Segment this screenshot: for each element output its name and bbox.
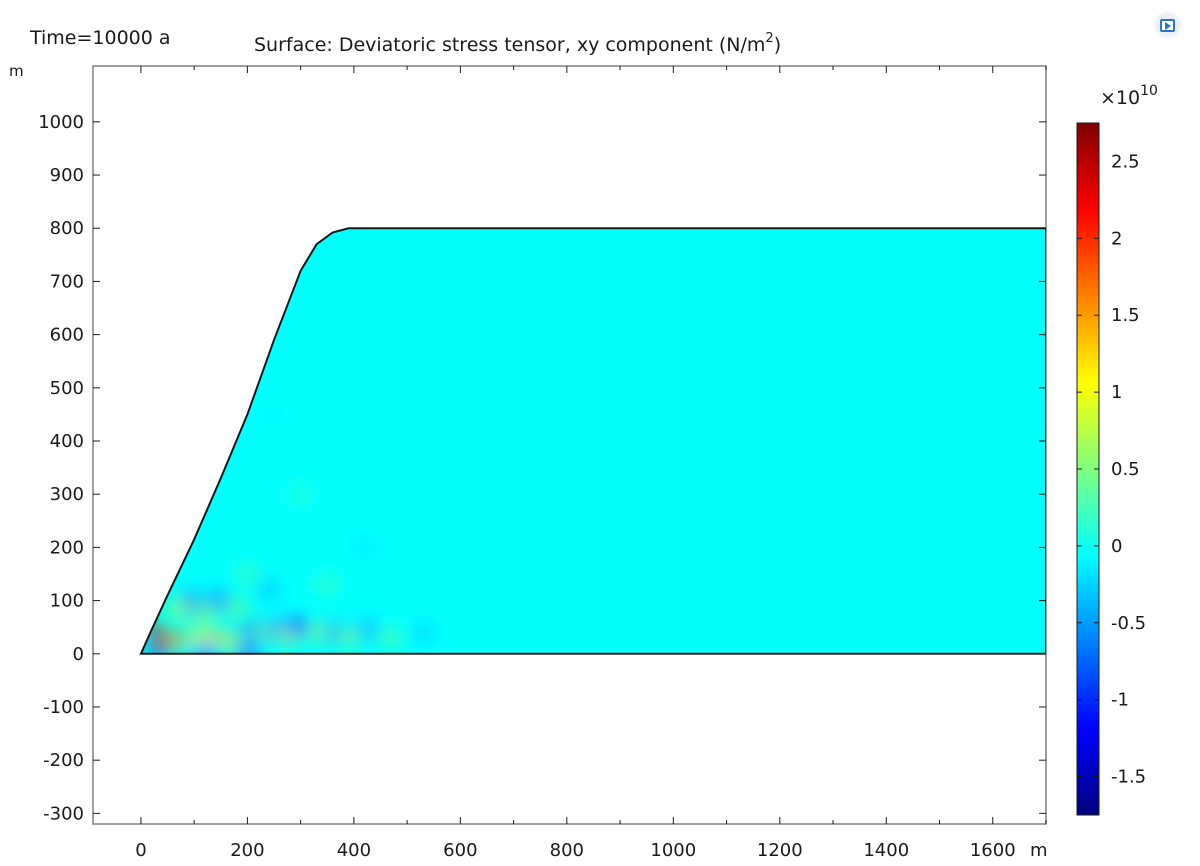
colorbar-tick-label: 0.5 <box>1111 459 1140 480</box>
stress-field-blob <box>316 575 338 594</box>
stress-field-blob <box>236 642 258 654</box>
plot-title-superscript: 2 <box>765 31 773 46</box>
x-axis-unit: m <box>1030 840 1048 861</box>
plot-title: Surface: Deviatoric stress tensor, xy co… <box>254 31 781 56</box>
x-tick-label: 1400 <box>863 840 909 861</box>
stress-field-blob <box>194 642 216 654</box>
stress-field-blob <box>353 538 376 557</box>
plot-title-main: Surface: Deviatoric stress tensor, xy co… <box>254 34 765 56</box>
stress-field <box>146 405 434 654</box>
stress-field-blob <box>170 633 187 648</box>
y-tick-label: 600 <box>50 325 84 346</box>
colorbar-axis: -1.5 -1 -0.5 0 0.5 1 1.5 2 2.5 <box>1077 151 1146 788</box>
colorbar-tick-label: 2.5 <box>1111 151 1140 172</box>
plot-title-suffix: ) <box>774 34 781 56</box>
stress-field-blob <box>242 623 259 637</box>
colorbar-tick-label: -1 <box>1111 690 1129 711</box>
export-image-button[interactable] <box>1153 12 1183 40</box>
stress-field-blob <box>263 405 285 424</box>
x-tick-label: 400 <box>337 840 371 861</box>
y-axis: -300 -200 -100 0 100 200 300 400 500 600 700 800 900… <box>38 112 1046 824</box>
stress-field-blob <box>148 644 165 654</box>
y-tick-label: 400 <box>50 431 84 452</box>
colorbar-tick-label: 1.5 <box>1111 305 1140 326</box>
colorbar-tick-label: 2 <box>1111 228 1122 249</box>
x-tick-label: 200 <box>230 840 264 861</box>
stress-field-blob <box>337 628 360 647</box>
x-tick-label: 1200 <box>757 840 803 861</box>
x-axis: 0 200 400 600 800 1000 1200 1400 1600 <box>135 66 1047 861</box>
x-tick-label: 1600 <box>970 840 1016 861</box>
y-tick-label: 300 <box>50 484 84 505</box>
x-tick-label: 600 <box>443 840 477 861</box>
y-tick-label: 700 <box>50 271 84 292</box>
stress-field-blob <box>167 599 189 618</box>
y-tick-label: 100 <box>50 591 84 612</box>
y-tick-label: 800 <box>50 218 84 239</box>
stress-field-blob <box>258 580 280 600</box>
colorbar-multiplier-base: ×10 <box>1100 87 1140 109</box>
stress-field-blob <box>290 485 312 504</box>
stress-field-blob <box>380 628 402 647</box>
stress-field-blob <box>308 623 330 642</box>
stress-field-blob <box>412 623 434 642</box>
stress-field-blob <box>207 591 229 610</box>
colorbar-tick-label: 1 <box>1111 382 1122 403</box>
stress-field-blob <box>194 604 216 623</box>
export-image-icon <box>1160 19 1175 32</box>
stress-field-blob <box>156 633 173 648</box>
stress-surface <box>139 227 1046 655</box>
y-tick-label: 500 <box>50 378 84 399</box>
surface-background <box>140 228 1046 654</box>
y-tick-label: 900 <box>50 165 84 186</box>
colorbar-tick-label: -0.5 <box>1111 613 1146 634</box>
x-tick-label: 800 <box>550 840 584 861</box>
colorbar-tick-label: 0 <box>1111 536 1122 557</box>
domain-boundary <box>139 227 1046 655</box>
stress-field-blob <box>226 599 248 618</box>
stress-field-blob <box>287 618 309 637</box>
y-tick-label: -100 <box>43 697 84 718</box>
colorbar-tick-label: -1.5 <box>1111 767 1146 788</box>
y-tick-label: -300 <box>43 803 84 824</box>
colorbar-multiplier: ×1010 <box>1100 83 1158 109</box>
stress-field-blob <box>236 564 258 584</box>
colorbar-multiplier-exp: 10 <box>1140 83 1158 99</box>
stress-field-blob <box>356 620 378 639</box>
y-axis-unit: m <box>9 62 24 80</box>
y-tick-label: -200 <box>43 750 84 771</box>
y-tick-label: 0 <box>73 644 84 665</box>
x-tick-label: 1000 <box>650 840 696 861</box>
time-label: Time=10000 a <box>29 27 171 49</box>
x-tick-label: 0 <box>135 840 146 861</box>
stress-field-blob <box>210 631 227 645</box>
y-tick-label: 1000 <box>38 112 84 133</box>
y-tick-label: 200 <box>50 537 84 558</box>
